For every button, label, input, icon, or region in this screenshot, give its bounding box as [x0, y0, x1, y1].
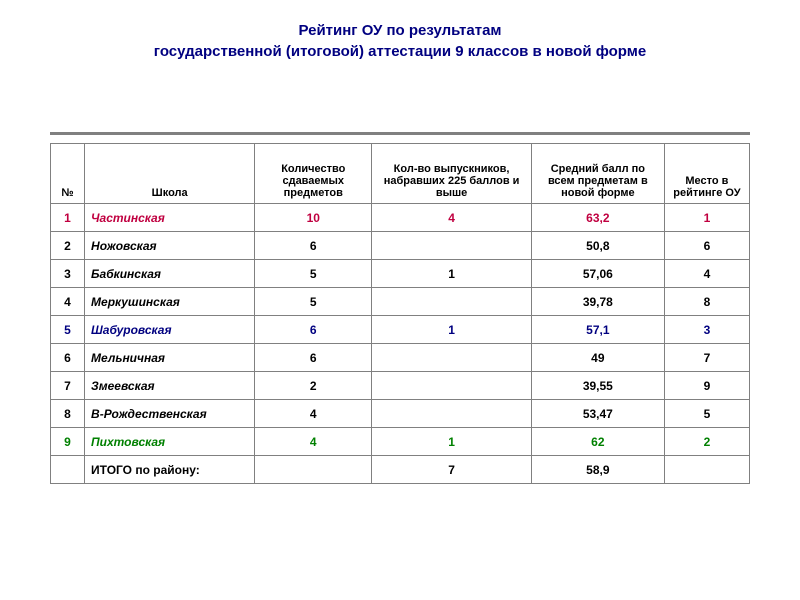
table-row: 8В-Рождественская4 53,475: [51, 400, 750, 428]
cell-grads: 4: [372, 204, 532, 232]
table-row: 3Бабкинская5157,064: [51, 260, 750, 288]
cell-school: Шабуровская: [85, 316, 255, 344]
cell-rank: 1: [664, 204, 749, 232]
cell-subjects: 6: [255, 232, 372, 260]
header-avg: Средний балл по всем предметам в новой ф…: [531, 144, 664, 204]
table-row: 5Шабуровская6157,13: [51, 316, 750, 344]
cell-subjects: 10: [255, 204, 372, 232]
cell-subjects: 2: [255, 372, 372, 400]
cell-num: 9: [51, 428, 85, 456]
cell-grads: [372, 344, 532, 372]
cell-rank: 8: [664, 288, 749, 316]
header-school: Школа: [85, 144, 255, 204]
cell-school: Частинская: [85, 204, 255, 232]
table-row: 6Мельничная6 497: [51, 344, 750, 372]
cell-num: 1: [51, 204, 85, 232]
cell-subjects: 4: [255, 428, 372, 456]
cell-num: 2: [51, 232, 85, 260]
cell-rank: 9: [664, 372, 749, 400]
cell-avg: 63,2: [531, 204, 664, 232]
cell-num: 3: [51, 260, 85, 288]
cell-school: Мельничная: [85, 344, 255, 372]
cell-rank: 5: [664, 400, 749, 428]
table-row: 1Частинская10463,21: [51, 204, 750, 232]
cell-rank: 4: [664, 260, 749, 288]
cell-school: Змеевская: [85, 372, 255, 400]
total-rank: [664, 456, 749, 484]
cell-subjects: 6: [255, 344, 372, 372]
cell-avg: 39,55: [531, 372, 664, 400]
cell-school: Пихтовская: [85, 428, 255, 456]
cell-avg: 50,8: [531, 232, 664, 260]
header-row: № Школа Количество сдаваемых предметов К…: [51, 144, 750, 204]
cell-num: 6: [51, 344, 85, 372]
cell-grads: [372, 232, 532, 260]
total-num: [51, 456, 85, 484]
title-line-2: государственной (итоговой) аттестации 9 …: [154, 43, 646, 60]
header-subjects: Количество сдаваемых предметов: [255, 144, 372, 204]
total-row: ИТОГО по району: 758,9: [51, 456, 750, 484]
cell-grads: 1: [372, 260, 532, 288]
cell-school: В-Рождественская: [85, 400, 255, 428]
cell-avg: 62: [531, 428, 664, 456]
cell-school: Бабкинская: [85, 260, 255, 288]
table-row: 2Ножовская650,86: [51, 232, 750, 260]
page-title: Рейтинг ОУ по результатам государственно…: [50, 20, 750, 62]
cell-subjects: 4: [255, 400, 372, 428]
cell-school: Ножовская: [85, 232, 255, 260]
cell-subjects: 5: [255, 288, 372, 316]
total-avg: 58,9: [531, 456, 664, 484]
divider: [50, 132, 750, 135]
cell-avg: 57,1: [531, 316, 664, 344]
cell-grads: [372, 288, 532, 316]
cell-rank: 2: [664, 428, 749, 456]
cell-num: 7: [51, 372, 85, 400]
cell-rank: 6: [664, 232, 749, 260]
total-grads: 7: [372, 456, 532, 484]
header-num: №: [51, 144, 85, 204]
cell-grads: [372, 372, 532, 400]
cell-grads: [372, 400, 532, 428]
cell-rank: 3: [664, 316, 749, 344]
title-line-1: Рейтинг ОУ по результатам: [298, 22, 501, 39]
cell-grads: 1: [372, 428, 532, 456]
cell-school: Меркушинская: [85, 288, 255, 316]
cell-num: 4: [51, 288, 85, 316]
header-rank: Место в рейтинге ОУ: [664, 144, 749, 204]
cell-subjects: 6: [255, 316, 372, 344]
rating-table: № Школа Количество сдаваемых предметов К…: [50, 143, 750, 484]
cell-num: 8: [51, 400, 85, 428]
cell-subjects: 5: [255, 260, 372, 288]
cell-avg: 53,47: [531, 400, 664, 428]
total-label: ИТОГО по району:: [85, 456, 255, 484]
cell-avg: 57,06: [531, 260, 664, 288]
table-row: 9Пихтовская41622: [51, 428, 750, 456]
cell-rank: 7: [664, 344, 749, 372]
cell-grads: 1: [372, 316, 532, 344]
cell-avg: 39,78: [531, 288, 664, 316]
table-row: 7Змеевская2 39,559: [51, 372, 750, 400]
header-grads: Кол-во выпускников, набравших 225 баллов…: [372, 144, 532, 204]
table-row: 4Меркушинская5 39,788: [51, 288, 750, 316]
cell-avg: 49: [531, 344, 664, 372]
total-subjects: [255, 456, 372, 484]
cell-num: 5: [51, 316, 85, 344]
